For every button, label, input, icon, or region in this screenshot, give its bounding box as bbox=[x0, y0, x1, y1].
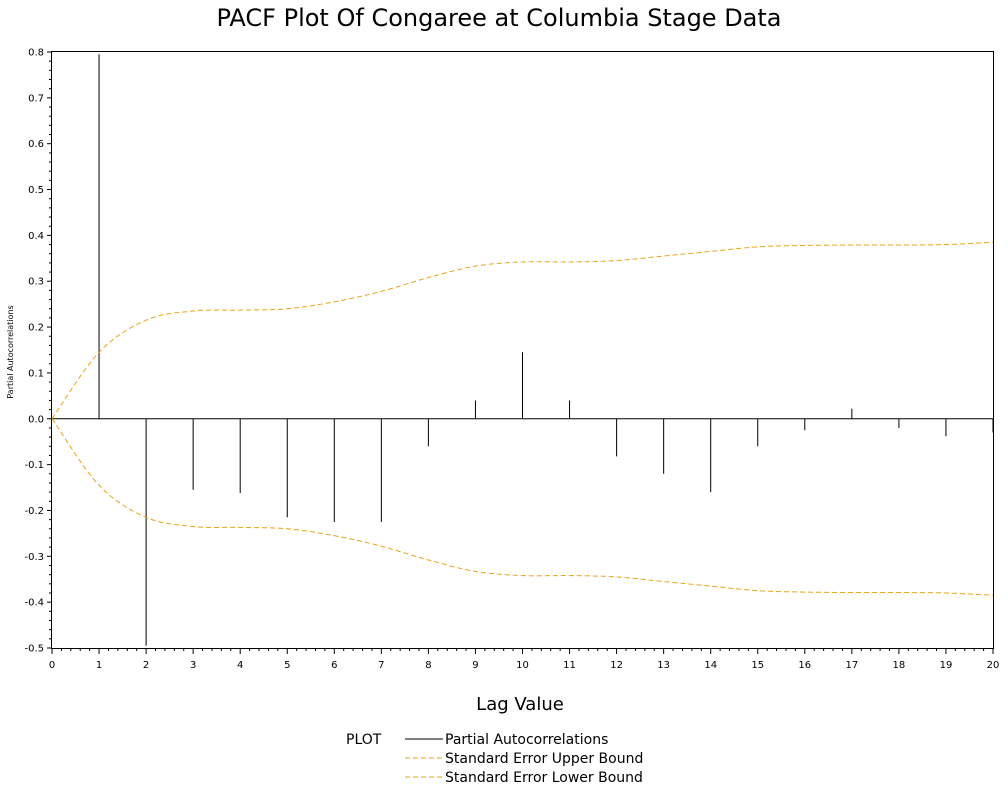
y-tick-label: -0.1 bbox=[24, 460, 44, 471]
legend: PLOT Partial Autocorrelations Standard E… bbox=[346, 732, 643, 786]
legend-entry-pacf: Partial Autocorrelations bbox=[445, 732, 608, 748]
standard-error-lower-line bbox=[51, 418, 994, 596]
x-tick-label: 2 bbox=[143, 660, 149, 671]
x-tick-label: 1 bbox=[96, 660, 102, 671]
y-tick-label: 0.3 bbox=[28, 277, 44, 288]
y-tick-label: 0.8 bbox=[28, 48, 44, 59]
x-tick-label: 16 bbox=[798, 660, 811, 671]
y-tick-label: -0.5 bbox=[24, 644, 44, 655]
y-tick-label: -0.4 bbox=[24, 598, 44, 609]
legend-entry-upper: Standard Error Upper Bound bbox=[445, 751, 643, 767]
x-tick-label: 15 bbox=[751, 660, 764, 671]
x-tick-label: 14 bbox=[704, 660, 717, 671]
x-tick-label: 18 bbox=[893, 660, 906, 671]
y-tick-label: 0.7 bbox=[28, 93, 44, 104]
x-tick-label: 17 bbox=[845, 660, 858, 671]
y-tick-label: 0.5 bbox=[28, 185, 44, 196]
x-axis-label: Lag Value bbox=[476, 694, 564, 715]
standard-error-upper-line bbox=[51, 241, 994, 420]
y-axis-label: Partial Autocorrelations bbox=[6, 305, 15, 398]
y-tick-label: 0.1 bbox=[28, 368, 44, 379]
x-tick-label: 11 bbox=[563, 660, 576, 671]
x-tick-label: 6 bbox=[331, 660, 337, 671]
x-tick-label: 3 bbox=[190, 660, 196, 671]
y-tick-label: 0.6 bbox=[28, 139, 44, 150]
x-tick-label: 8 bbox=[425, 660, 431, 671]
x-tick-label: 0 bbox=[49, 660, 55, 671]
legend-entry-lower: Standard Error Lower Bound bbox=[445, 770, 643, 786]
x-tick-label: 20 bbox=[987, 660, 1000, 671]
x-tick-label: 12 bbox=[610, 660, 623, 671]
chart-title: PACF Plot Of Congaree at Columbia Stage … bbox=[216, 4, 781, 32]
y-tick-label: 0.4 bbox=[28, 231, 44, 242]
x-tick-label: 5 bbox=[284, 660, 290, 671]
x-tick-label: 19 bbox=[940, 660, 953, 671]
y-tick-label: -0.2 bbox=[24, 506, 44, 517]
x-tick-label: 4 bbox=[237, 660, 243, 671]
series-layer bbox=[51, 54, 994, 646]
y-axis: 0.8 0.7 0.6 0.5 0.4 0.3 0.2 0.1 0.0 -0.1 -0.2 -0.3 -… bbox=[24, 48, 52, 655]
x-tick-label: 13 bbox=[657, 660, 670, 671]
x-tick-label: 7 bbox=[378, 660, 384, 671]
y-tick-label: 0.2 bbox=[28, 323, 44, 334]
x-tick-label: 9 bbox=[472, 660, 478, 671]
x-axis: 0 1 2 3 4 5 6 7 8 9 10 11 12 13 14 15 16 17 18 19 20 bbox=[49, 648, 1000, 671]
y-tick-label: -0.3 bbox=[24, 552, 44, 563]
x-tick-label: 10 bbox=[516, 660, 529, 671]
y-tick-label: 0.0 bbox=[28, 414, 44, 425]
legend-title: PLOT bbox=[346, 732, 382, 748]
plot-area-frame bbox=[51, 51, 994, 649]
